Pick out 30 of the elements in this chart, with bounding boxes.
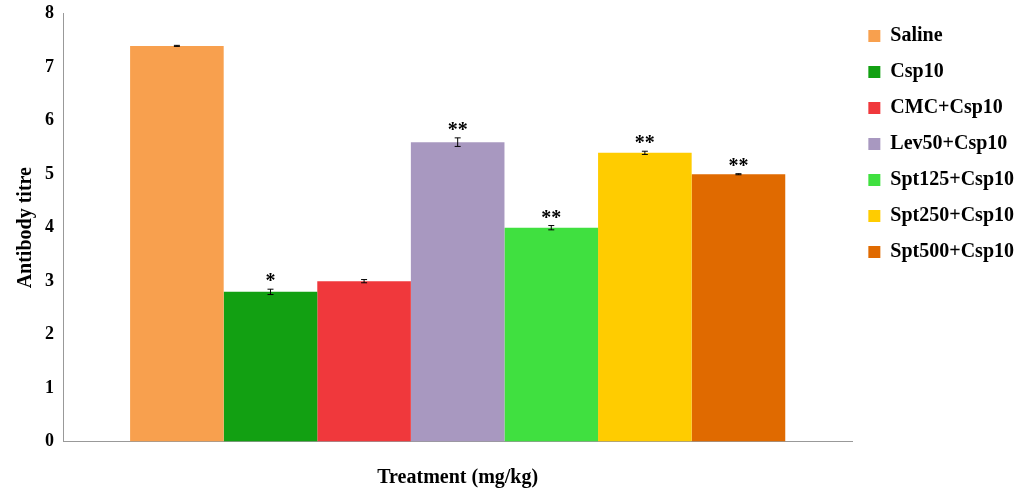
bar <box>130 45 224 442</box>
y-tick-label: 8 <box>45 2 54 23</box>
data-label: ** <box>541 205 562 228</box>
data-label: * <box>265 269 276 292</box>
data-label: ** <box>728 153 749 176</box>
y-axis-title: Antibody titre <box>13 166 37 289</box>
legend-label: CMC+Csp10 <box>890 95 1003 119</box>
y-tick-label: 6 <box>45 109 54 130</box>
y-tick-label: 5 <box>45 162 54 183</box>
y-tick-label: 2 <box>45 323 54 344</box>
x-axis-title: Treatment (mg/kg) <box>377 465 539 489</box>
y-tick-label: 3 <box>45 269 54 290</box>
legend-label: Lev50+Csp10 <box>890 131 1008 155</box>
data-label: ** <box>447 118 468 141</box>
bar <box>410 142 505 442</box>
legend-label: Spt125+Csp10 <box>890 167 1014 191</box>
legend-label: Spt250+Csp10 <box>890 203 1014 227</box>
y-tick-label: 0 <box>45 430 54 451</box>
bar <box>691 174 786 442</box>
data-label: ** <box>634 131 655 154</box>
bar <box>223 291 318 442</box>
bar <box>504 227 599 442</box>
legend-label: Spt500+Csp10 <box>890 239 1014 263</box>
bar <box>598 152 692 442</box>
legend-label: Saline <box>890 23 943 46</box>
legend-label: Csp10 <box>890 59 944 83</box>
y-tick-label: 1 <box>45 376 54 397</box>
y-tick-label: 7 <box>45 55 54 76</box>
y-tick-label: 4 <box>45 216 54 237</box>
bar <box>317 281 411 442</box>
